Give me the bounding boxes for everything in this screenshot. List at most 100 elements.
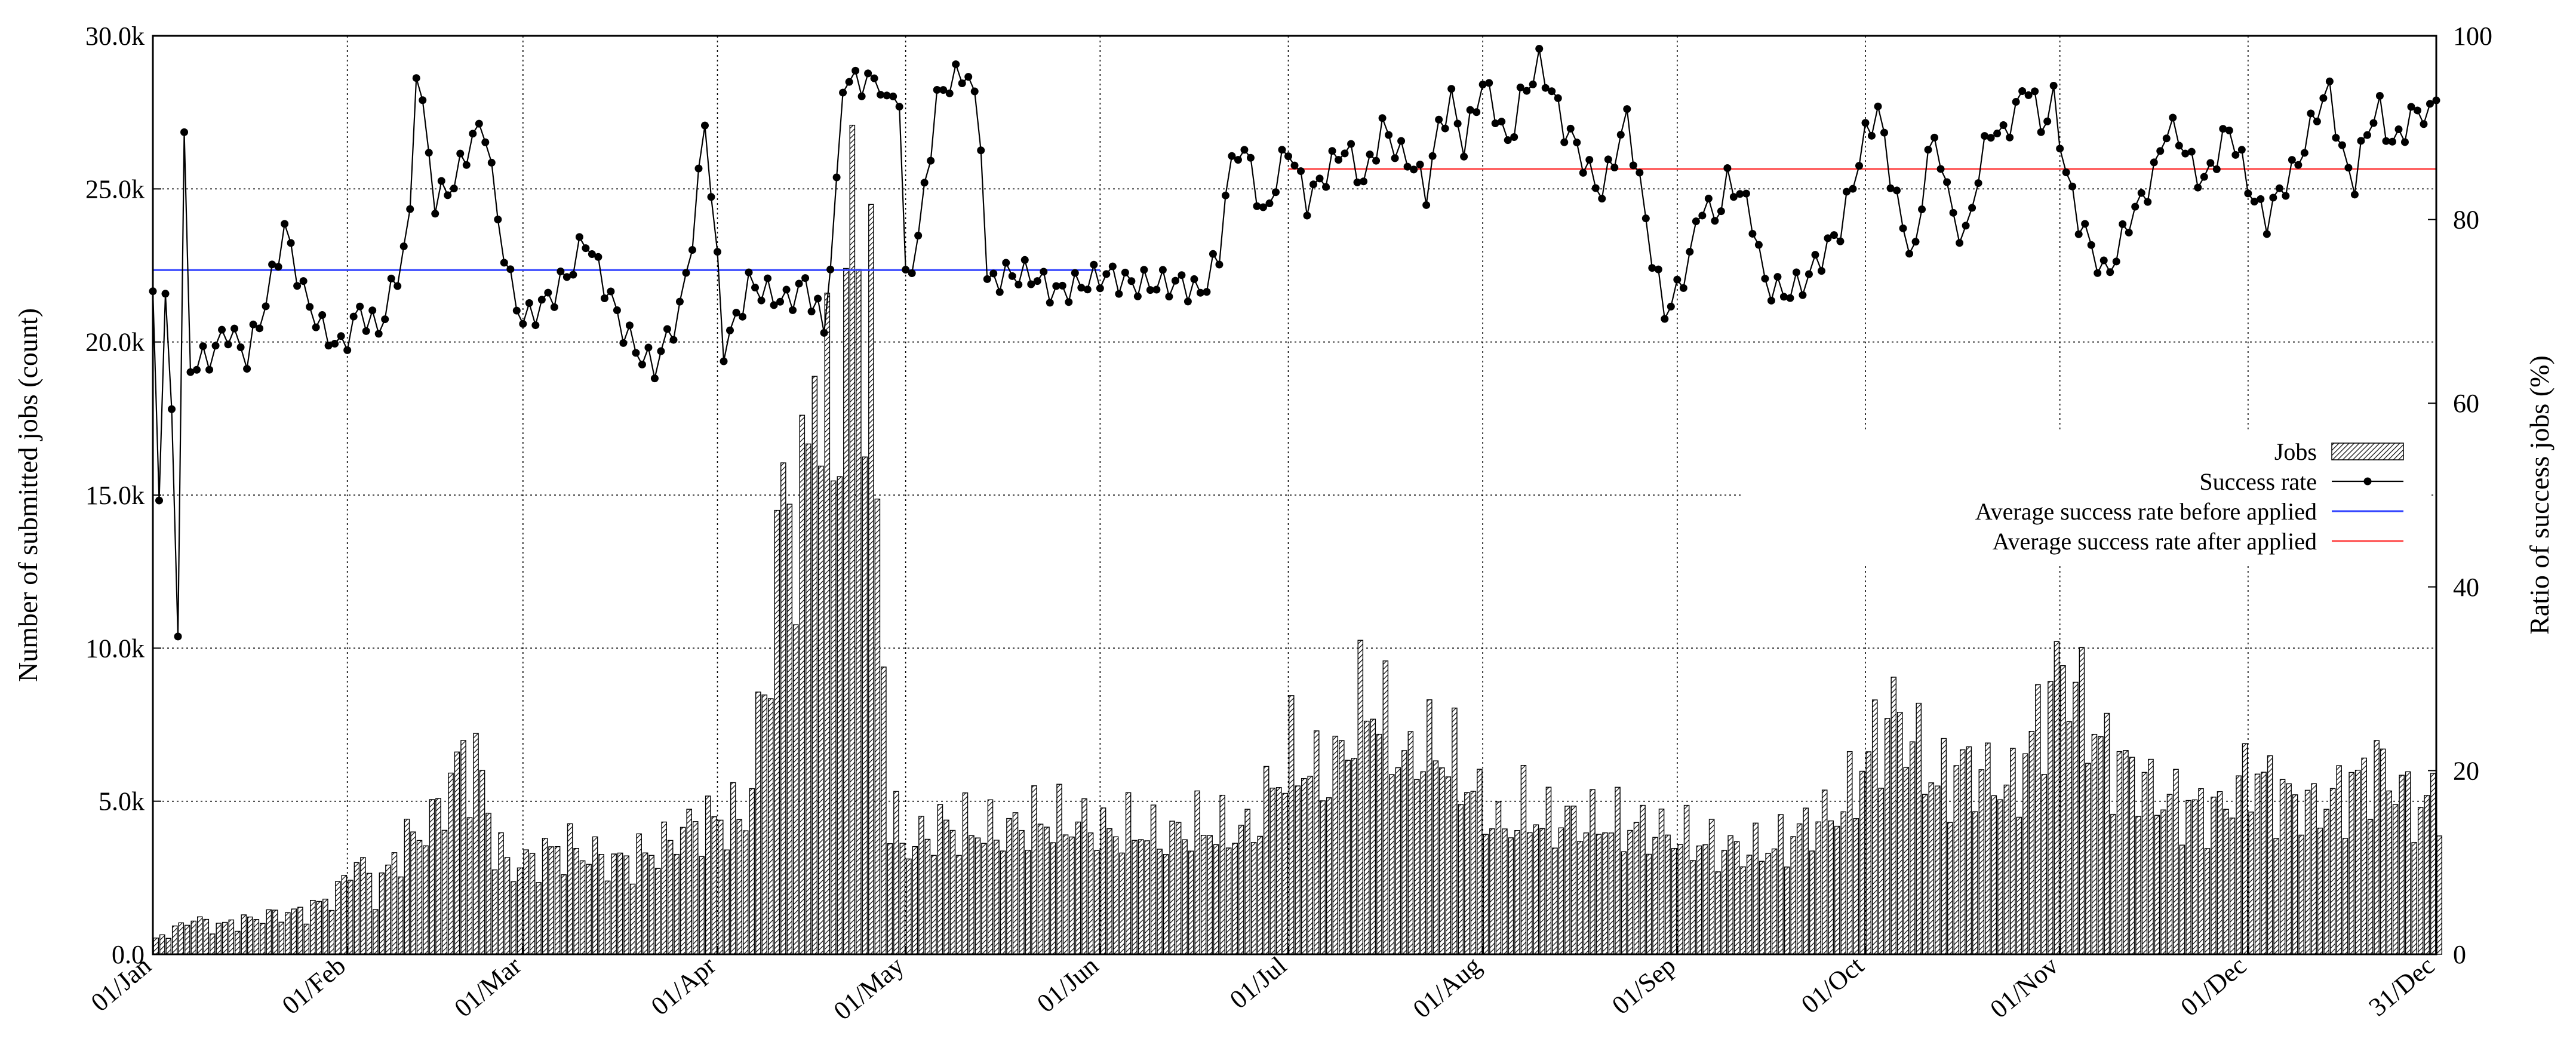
jobs-bar: [994, 840, 1000, 955]
jobs-bar: [636, 833, 642, 955]
success-rate-point: [1096, 284, 1104, 293]
jobs-bar: [1144, 840, 1150, 955]
jobs-bar: [353, 862, 360, 955]
jobs-bar: [1514, 829, 1520, 955]
success-rate-point: [1661, 315, 1669, 323]
success-rate-point: [199, 342, 207, 351]
jobs-bar: [404, 819, 410, 955]
success-rate-point: [1284, 152, 1292, 161]
jobs-bar: [1508, 837, 1514, 955]
jobs-bar: [648, 855, 654, 955]
jobs-bar: [806, 443, 811, 955]
success-rate-point: [2137, 189, 2145, 197]
jobs-bar: [1564, 806, 1570, 955]
jobs-bar: [2123, 750, 2129, 955]
success-rate-point: [1943, 178, 1951, 186]
success-rate-point: [419, 96, 427, 105]
jobs-bar: [1577, 841, 1583, 955]
legend-label: Average success rate after applied: [1993, 528, 2317, 555]
success-rate-point: [1535, 45, 1544, 53]
success-rate-point: [1886, 184, 1895, 192]
success-rate-point: [1799, 291, 1807, 299]
jobs-bar: [165, 938, 172, 955]
success-rate-point: [1410, 165, 1418, 174]
success-rate-point: [324, 342, 333, 350]
success-rate-point: [2269, 193, 2277, 202]
success-rate-point: [657, 347, 665, 355]
success-rate-point: [1065, 298, 1073, 306]
jobs-bar: [874, 498, 881, 955]
jobs-bar: [2116, 751, 2123, 955]
success-rate-point: [1341, 149, 1349, 158]
jobs-bar: [1702, 844, 1708, 955]
y-right-tick-label: 40: [2453, 573, 2479, 602]
jobs-bar: [2436, 835, 2443, 955]
jobs-bar: [1301, 778, 1307, 955]
success-rate-point: [487, 158, 496, 167]
jobs-bar: [1627, 829, 1633, 955]
jobs-bar: [485, 812, 491, 955]
success-rate-point: [2156, 147, 2165, 155]
jobs-bar: [2254, 773, 2261, 955]
success-rate-point: [2263, 230, 2271, 238]
jobs-bar: [1452, 707, 1458, 955]
jobs-bar: [799, 414, 806, 955]
jobs-bar: [686, 809, 692, 955]
success-rate-point: [720, 357, 728, 365]
success-rate-point: [1679, 284, 1687, 292]
jobs-bar: [1025, 850, 1031, 955]
y-left-tick-label: 5.0k: [99, 787, 145, 816]
jobs-bar: [2298, 834, 2304, 955]
jobs-bar: [824, 293, 831, 955]
success-rate-point: [1698, 211, 1707, 220]
success-rate-point: [2187, 148, 2196, 156]
jobs-bar: [1213, 844, 1219, 955]
jobs-bar: [2166, 794, 2173, 955]
success-rate-point: [2426, 100, 2434, 108]
success-rate-point: [732, 309, 740, 317]
success-rate-point: [1209, 250, 1217, 258]
success-rate-point: [1723, 164, 1732, 172]
success-rate-point: [1855, 162, 1863, 170]
success-rate-point: [1911, 238, 1920, 246]
jobs-bar: [1903, 767, 1910, 955]
jobs-bar: [1790, 836, 1796, 955]
success-rate-point: [1573, 139, 1581, 147]
jobs-bar: [943, 819, 949, 955]
success-rate-point: [2194, 183, 2202, 192]
success-rate-point: [1052, 282, 1060, 290]
success-rate-point: [2049, 82, 2058, 90]
y-left-tick-label: 25.0k: [85, 174, 145, 204]
jobs-bar: [1859, 770, 1865, 955]
jobs-bar: [1590, 789, 1596, 955]
jobs-bar: [2311, 783, 2317, 955]
jobs-bar: [2179, 844, 2185, 955]
jobs-bar: [1433, 760, 1439, 955]
success-rate-point: [852, 66, 860, 75]
jobs-bar: [1332, 736, 1339, 955]
jobs-bar: [1759, 861, 1765, 955]
jobs-bar: [1489, 828, 1495, 955]
jobs-bar: [2354, 770, 2361, 955]
jobs-bar: [1671, 848, 1677, 955]
jobs-bar: [2417, 807, 2424, 955]
success-rate-point: [1736, 190, 1744, 198]
jobs-bar: [1539, 828, 1545, 955]
success-rate-point: [1667, 302, 1675, 311]
success-rate-point: [1234, 156, 1242, 164]
jobs-bar: [410, 831, 416, 955]
y-right-tick-label: 60: [2453, 389, 2479, 418]
jobs-bar: [856, 269, 862, 955]
jobs-bar: [1960, 749, 1966, 955]
jobs-bar: [586, 864, 592, 955]
jobs-bar: [297, 907, 303, 955]
success-rate-point: [1931, 133, 1939, 142]
success-rate-point: [1598, 195, 1606, 203]
success-rate-point: [337, 332, 345, 340]
jobs-bar: [511, 881, 517, 955]
jobs-bar: [2211, 797, 2217, 955]
jobs-bar: [761, 695, 768, 955]
success-rate-point: [864, 69, 872, 78]
jobs-bar: [398, 876, 404, 955]
jobs-bar: [2279, 779, 2286, 955]
